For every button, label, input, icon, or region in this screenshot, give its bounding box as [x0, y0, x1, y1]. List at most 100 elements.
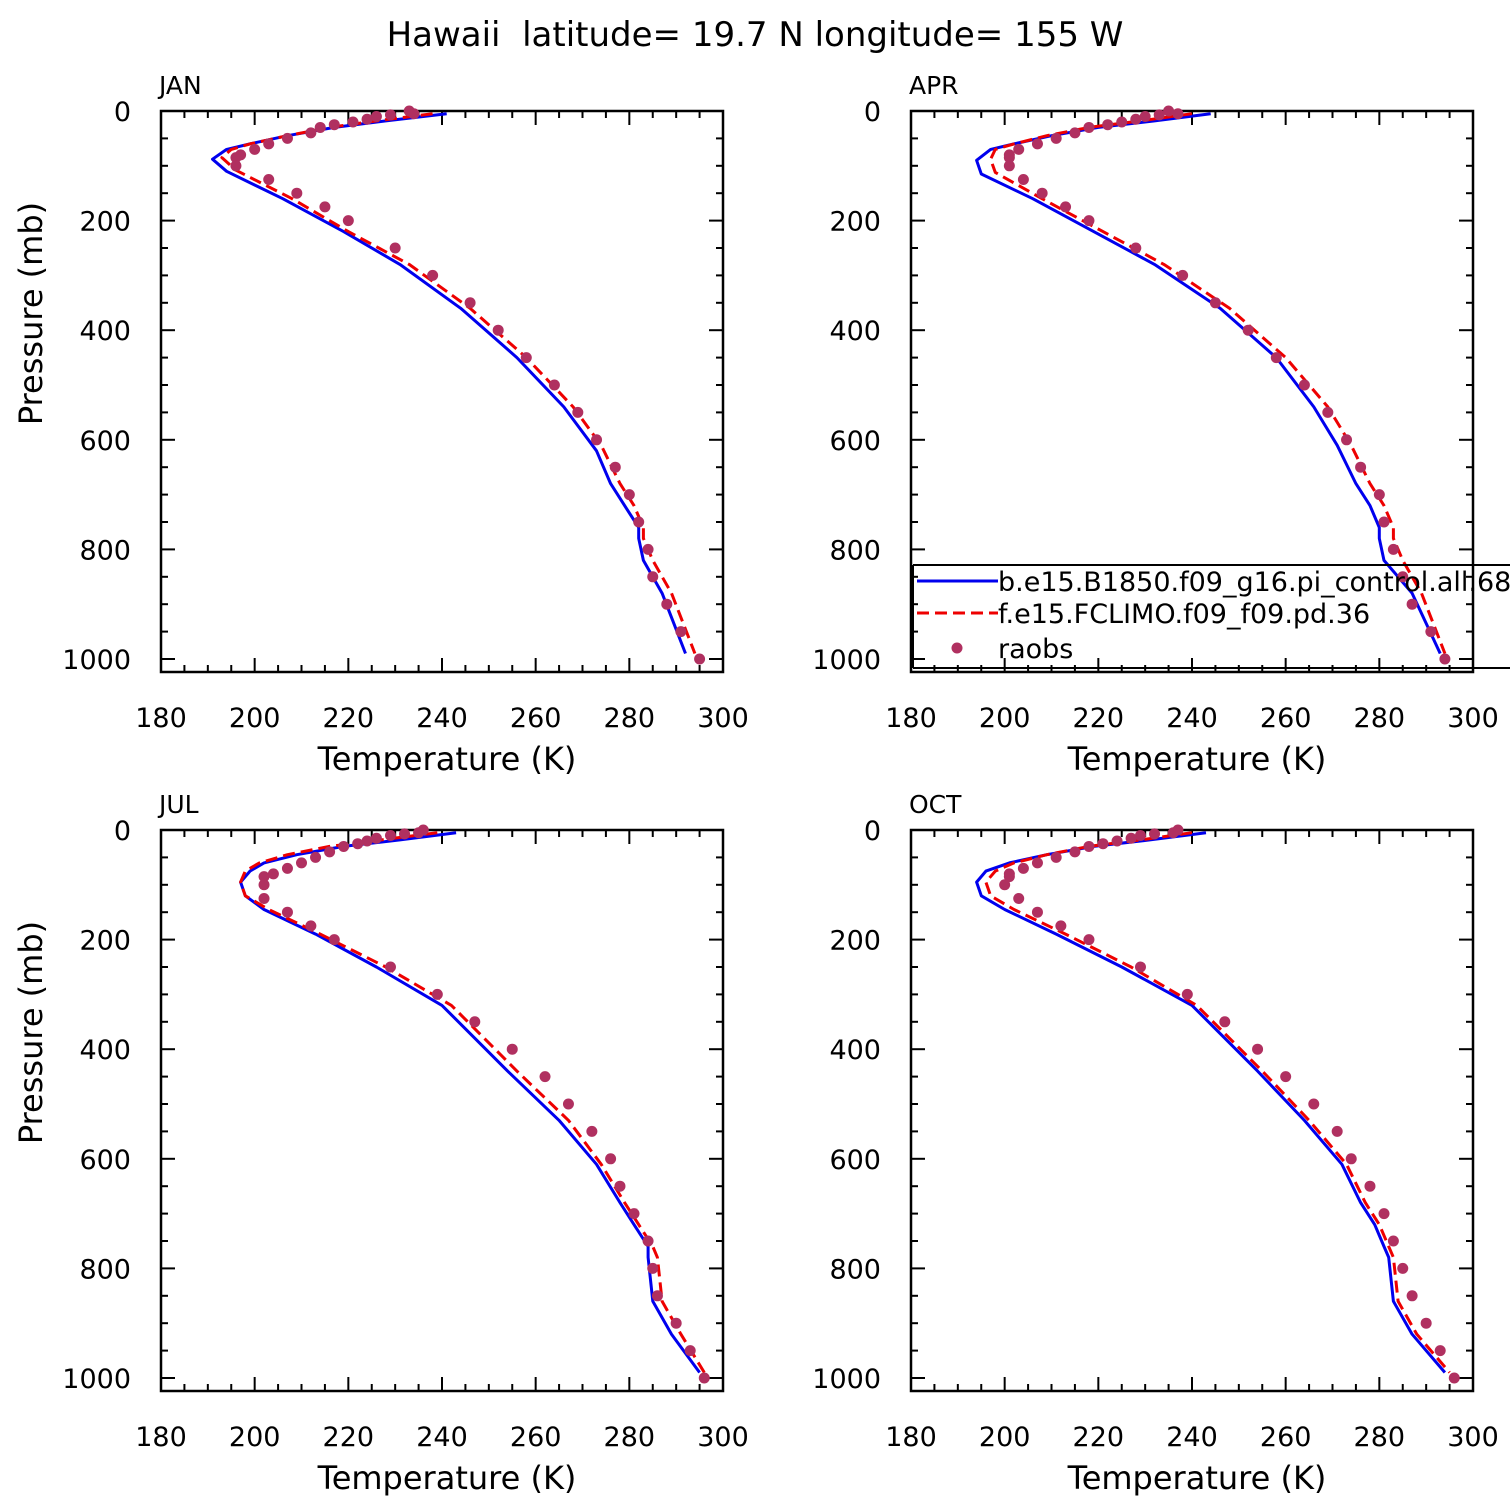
raobs-point	[694, 653, 706, 665]
figure-title: Hawaii latitude= 19.7 N longitude= 155 W	[387, 15, 1124, 55]
panels: 180 200 220 240 260 280 300 0 200 400 600 800 1000 JA…	[12, 71, 1499, 1497]
x-tick-label: 300	[697, 1422, 749, 1453]
y-tick-label: 0	[114, 97, 131, 128]
raobs-point	[1102, 119, 1114, 131]
x-tick-label: 240	[1166, 1422, 1218, 1453]
raobs-point	[520, 352, 532, 364]
y-tick-label: 800	[829, 1254, 881, 1285]
raobs-point	[427, 269, 439, 281]
raobs-point	[1125, 832, 1137, 844]
raobs-point	[230, 152, 242, 164]
x-axis-label: Temperature (K)	[317, 1459, 577, 1497]
raobs-point	[464, 297, 476, 309]
raobs-point	[651, 1290, 663, 1302]
x-tick-label: 200	[229, 1422, 281, 1453]
raobs-point	[675, 626, 687, 638]
raobs-point	[1003, 871, 1015, 883]
series-line-f-e15-fclimo	[239, 831, 706, 1374]
raobs-point	[1069, 846, 1081, 858]
x-tick-label: 220	[323, 1422, 375, 1453]
legend-label: b.e15.B1850.f09_g16.pi_control.all.68	[998, 567, 1510, 598]
raobs-point	[586, 1125, 598, 1137]
raobs-point	[1130, 242, 1142, 254]
raobs-point	[1060, 201, 1072, 213]
x-tick-label: 260	[510, 1422, 562, 1453]
raobs-point	[614, 1180, 626, 1192]
raobs-point	[1397, 571, 1409, 583]
raobs-point	[1242, 324, 1254, 336]
raobs-point	[591, 434, 603, 446]
raobs-point	[1153, 109, 1165, 121]
raobs-point	[1083, 215, 1095, 227]
raobs-point	[230, 160, 242, 172]
legend-swatch-dot	[951, 642, 963, 654]
raobs-point	[1097, 838, 1109, 850]
raobs-point	[399, 828, 411, 840]
raobs-point	[1420, 1317, 1432, 1329]
panel-label: OCT	[909, 790, 962, 819]
x-tick-label: 300	[1447, 703, 1499, 734]
raobs-point	[1083, 840, 1095, 852]
raobs-point	[1397, 1262, 1409, 1274]
raobs-point	[1341, 434, 1353, 446]
y-tick-label: 400	[829, 1035, 881, 1066]
raobs-point	[384, 829, 396, 841]
raobs-point	[296, 857, 307, 869]
series-line-f-e15-fclimo	[989, 112, 1447, 655]
series-line-f-e15-fclimo	[984, 831, 1451, 1374]
raobs-point	[258, 893, 270, 904]
plot-frame	[909, 828, 1475, 1393]
y-tick-label: 600	[829, 426, 881, 457]
raobs-point	[408, 108, 420, 120]
raobs-point	[1055, 920, 1067, 932]
panel-label: APR	[909, 71, 959, 100]
legend-label: f.e15.FCLIMO.f09_f09.pd.36	[998, 599, 1370, 630]
raobs-point	[1387, 543, 1399, 555]
raobs-point	[1378, 516, 1390, 528]
x-tick-label: 300	[697, 703, 749, 734]
series-raobs	[230, 105, 706, 665]
raobs-point	[1083, 121, 1095, 133]
raobs-point	[1209, 297, 1221, 309]
raobs-point	[384, 109, 396, 121]
x-tick-label: 260	[510, 703, 562, 734]
panel-jan: 180 200 220 240 260 280 300 0 200 400 600 800 1000 JA…	[12, 71, 749, 778]
raobs-point	[263, 138, 275, 150]
x-tick-label: 180	[135, 1422, 187, 1453]
raobs-point	[628, 1208, 640, 1220]
raobs-point	[1355, 461, 1367, 473]
series-line-b-e15-b1850	[239, 831, 701, 1374]
raobs-point	[1425, 626, 1437, 638]
y-tick-label: 200	[829, 926, 881, 957]
x-tick-label: 200	[979, 703, 1031, 734]
y-tick-label: 1000	[62, 1364, 131, 1395]
raobs-point	[291, 187, 303, 199]
y-tick-label: 0	[864, 816, 881, 847]
raobs-point	[267, 868, 279, 880]
x-tick-label: 200	[229, 703, 281, 734]
legend-label: raobs	[998, 634, 1073, 665]
raobs-point	[338, 840, 350, 852]
raobs-point	[1149, 828, 1161, 840]
x-tick-label: 220	[1073, 703, 1125, 734]
y-tick-label: 400	[79, 1035, 131, 1066]
raobs-point	[661, 598, 673, 610]
raobs-point	[999, 879, 1011, 891]
raobs-point	[281, 132, 293, 144]
y-tick-label: 600	[79, 1145, 131, 1176]
series-raobs	[1003, 105, 1451, 665]
y-tick-label: 200	[79, 926, 131, 957]
raobs-point	[361, 835, 373, 847]
raobs-point	[647, 1262, 659, 1274]
raobs-point	[319, 201, 331, 213]
raobs-point	[1130, 113, 1142, 125]
x-tick-label: 240	[416, 1422, 468, 1453]
raobs-point	[698, 1372, 710, 1384]
raobs-point	[1031, 138, 1043, 150]
x-tick-label: 180	[885, 1422, 937, 1453]
raobs-point	[633, 516, 645, 528]
x-tick-label: 180	[885, 703, 937, 734]
y-tick-label: 1000	[812, 645, 881, 676]
raobs-point	[609, 461, 621, 473]
